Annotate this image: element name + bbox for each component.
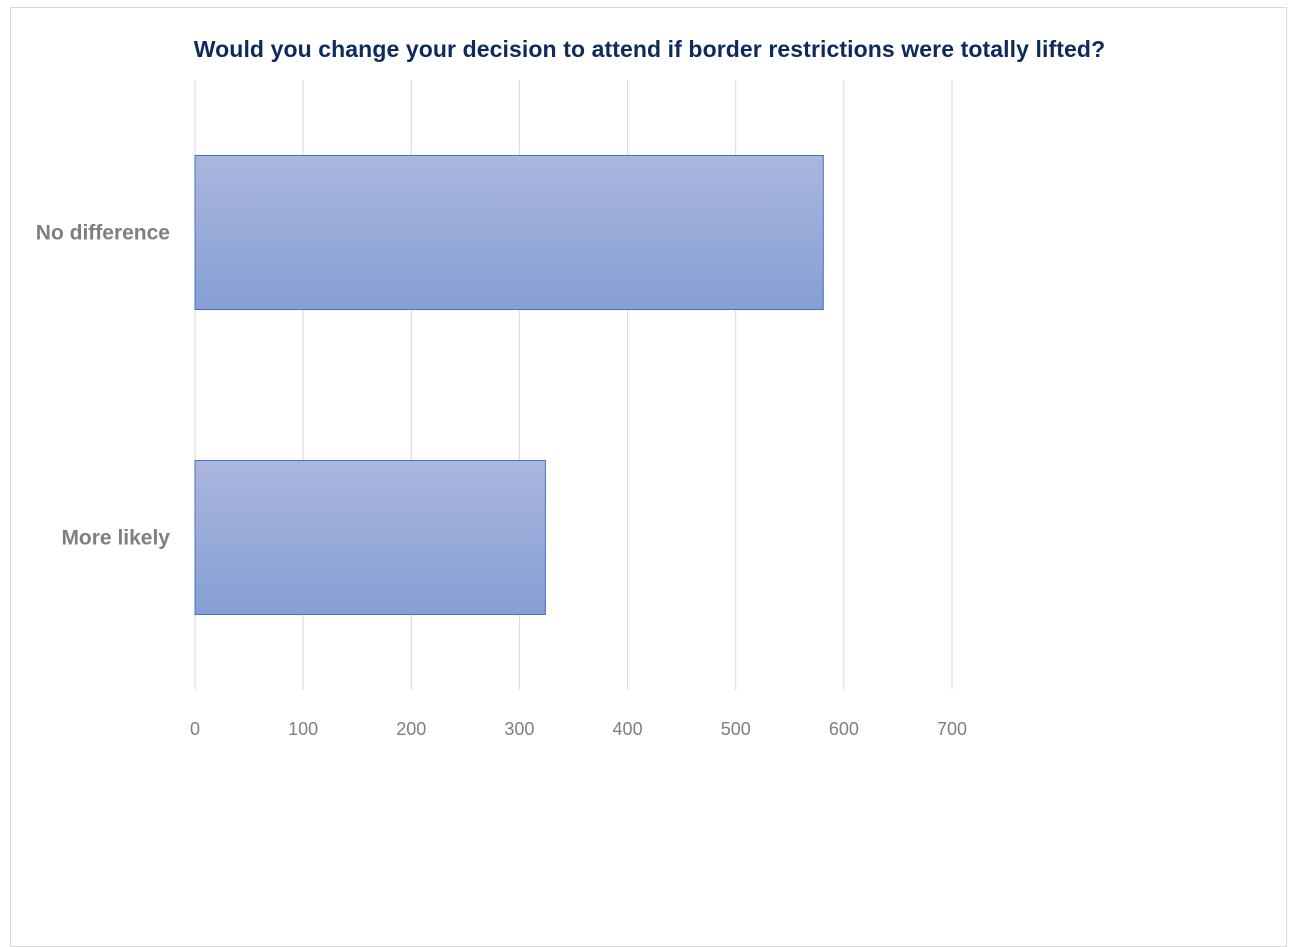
bars (194, 154, 824, 616)
x-tick-label: 100 (288, 719, 318, 739)
x-tick-label: 700 (937, 719, 967, 739)
x-tick-label: 300 (504, 719, 534, 739)
x-tick-label: 200 (396, 719, 426, 739)
x-tick-labels: 0 100 200 300 400 500 600 700 (190, 719, 967, 739)
category-labels: No difference More likely (36, 222, 171, 550)
category-label: No difference (36, 222, 170, 245)
x-tick-label: 0 (190, 719, 200, 739)
x-tick-label: 600 (829, 719, 859, 739)
category-label: More likely (61, 527, 170, 550)
bar-more-likely (194, 459, 546, 616)
x-tick-label: 400 (613, 719, 643, 739)
bar-no-difference (194, 154, 824, 311)
chart-title: Would you change your decision to attend… (193, 36, 1106, 62)
x-tick-label: 500 (721, 719, 751, 739)
